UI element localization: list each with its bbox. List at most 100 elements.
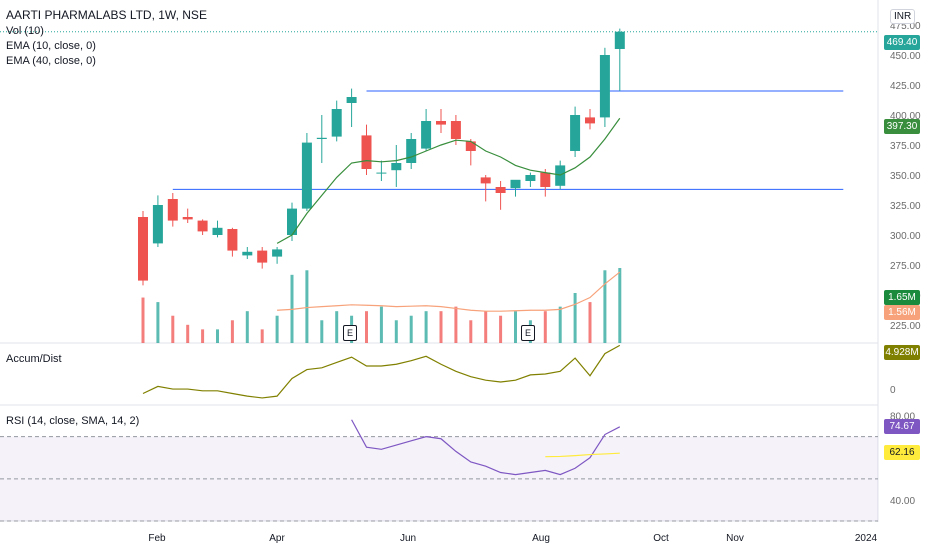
rsi-legend[interactable]: RSI (14, close, SMA, 14, 2) bbox=[6, 415, 140, 427]
rsi-ma-line bbox=[545, 452, 620, 458]
candle-body bbox=[540, 172, 551, 187]
candle-body bbox=[391, 163, 402, 171]
ema10-line bbox=[276, 117, 621, 244]
candle-body bbox=[272, 249, 283, 257]
candle-body bbox=[570, 115, 581, 151]
volume-bar bbox=[201, 329, 205, 343]
volume-bar bbox=[305, 270, 309, 343]
volume-bar bbox=[216, 329, 219, 343]
volume-bar bbox=[618, 268, 622, 343]
volume-bar bbox=[275, 315, 279, 343]
x-axis-tick-label: 2024 bbox=[855, 533, 878, 544]
volume-bar bbox=[156, 302, 160, 343]
candle-body bbox=[257, 250, 268, 263]
candle-body bbox=[465, 141, 476, 151]
price-tick-label: 325.00 bbox=[890, 201, 921, 212]
accum-dist-legend[interactable]: Accum/Dist bbox=[6, 353, 62, 365]
accum-dist-badge: 4.928M bbox=[884, 345, 920, 360]
candle-body bbox=[421, 121, 432, 149]
rsi-ma-badge: 62.16 bbox=[884, 445, 920, 460]
ema40-legend[interactable]: EMA (40, close, 0) bbox=[6, 55, 96, 67]
x-axis-tick-label: Apr bbox=[269, 533, 285, 544]
price-tick-label: 350.00 bbox=[890, 171, 921, 182]
volume-bar bbox=[141, 297, 145, 343]
volume-bar bbox=[424, 311, 428, 343]
volume-ma-badge: 1.56M bbox=[884, 305, 920, 320]
volume-bar bbox=[499, 315, 503, 343]
x-axis-tick-label: Jun bbox=[400, 533, 416, 544]
candle-body bbox=[614, 31, 625, 49]
candle-body bbox=[361, 135, 372, 169]
candle-body bbox=[346, 97, 357, 103]
accum-dist-line bbox=[142, 344, 621, 399]
candle-body bbox=[331, 109, 342, 137]
candle-body bbox=[376, 172, 387, 174]
x-axis-tick-label: Nov bbox=[726, 533, 744, 544]
candle-body bbox=[599, 55, 610, 118]
volume-bar bbox=[320, 320, 324, 343]
candle-body bbox=[138, 217, 148, 281]
volume-bar bbox=[171, 315, 175, 343]
volume-bar bbox=[454, 306, 458, 343]
rsi-badge: 74.67 bbox=[884, 419, 920, 434]
volume-bar bbox=[245, 311, 249, 343]
volume-bar bbox=[260, 329, 264, 343]
volume-bar bbox=[558, 306, 562, 343]
volume-bar bbox=[484, 311, 488, 343]
volume-badge: 1.65M bbox=[884, 290, 920, 305]
candle-body bbox=[316, 137, 327, 139]
candle-body bbox=[495, 187, 506, 193]
x-axis-tick-label: Feb bbox=[148, 533, 166, 544]
volume-bar bbox=[573, 293, 577, 343]
volume-bar bbox=[469, 320, 473, 343]
volume-bar bbox=[543, 311, 547, 343]
rsi-tick-label: 80.00 bbox=[890, 412, 915, 423]
x-axis-tick-label: Aug bbox=[532, 533, 550, 544]
rsi-line bbox=[351, 419, 621, 476]
candle-body bbox=[212, 227, 223, 235]
price-tick-label: 425.00 bbox=[890, 81, 921, 92]
candle-body bbox=[585, 117, 595, 124]
volume-bar bbox=[379, 306, 383, 343]
price-tick-label: 475.00 bbox=[890, 21, 921, 32]
volume-ma-line bbox=[277, 271, 621, 312]
volume-bar bbox=[365, 311, 368, 343]
candle-body bbox=[525, 175, 536, 181]
earnings-marker[interactable]: E bbox=[521, 325, 535, 341]
price-tick-label: 450.00 bbox=[890, 51, 921, 62]
chart-title: AARTI PHARMALABS LTD, 1W, NSE bbox=[6, 8, 207, 22]
price-tick-label: 275.00 bbox=[890, 261, 921, 272]
currency-label[interactable]: INR bbox=[890, 9, 916, 24]
volume-bar bbox=[186, 324, 190, 343]
candle-body bbox=[510, 179, 521, 189]
volume-legend[interactable]: Vol (10) bbox=[6, 25, 44, 37]
volume-bar bbox=[439, 311, 443, 343]
candle-body bbox=[301, 142, 312, 209]
price-tick-label: 375.00 bbox=[890, 141, 921, 152]
volume-bar bbox=[603, 270, 607, 343]
candle-body bbox=[167, 199, 178, 221]
candle-body bbox=[227, 229, 238, 251]
price-tick-label: 300.00 bbox=[890, 231, 921, 242]
rsi-tick-label: 40.00 bbox=[890, 496, 915, 507]
candle-body bbox=[242, 251, 253, 256]
x-axis-tick-label: Oct bbox=[653, 533, 669, 544]
volume-bar bbox=[588, 302, 592, 343]
volume-bar bbox=[409, 315, 413, 343]
candle-body bbox=[287, 208, 297, 235]
candle-body bbox=[480, 177, 491, 184]
candle-body bbox=[436, 121, 446, 125]
accum-tick-label: 0 bbox=[890, 385, 896, 396]
ema10-legend[interactable]: EMA (10, close, 0) bbox=[6, 40, 96, 52]
candle-body bbox=[450, 121, 461, 139]
price-tick-label: 225.00 bbox=[890, 321, 921, 332]
price-tick-label: 400.00 bbox=[890, 111, 921, 122]
last-price-badge: 469.40 bbox=[884, 35, 920, 50]
volume-bar bbox=[394, 320, 398, 343]
candle-body bbox=[152, 205, 163, 244]
earnings-marker[interactable]: E bbox=[343, 325, 357, 341]
volume-bar bbox=[335, 311, 339, 343]
ema-value-badge: 397.30 bbox=[884, 119, 920, 134]
rsi-band-fill bbox=[0, 436, 878, 521]
